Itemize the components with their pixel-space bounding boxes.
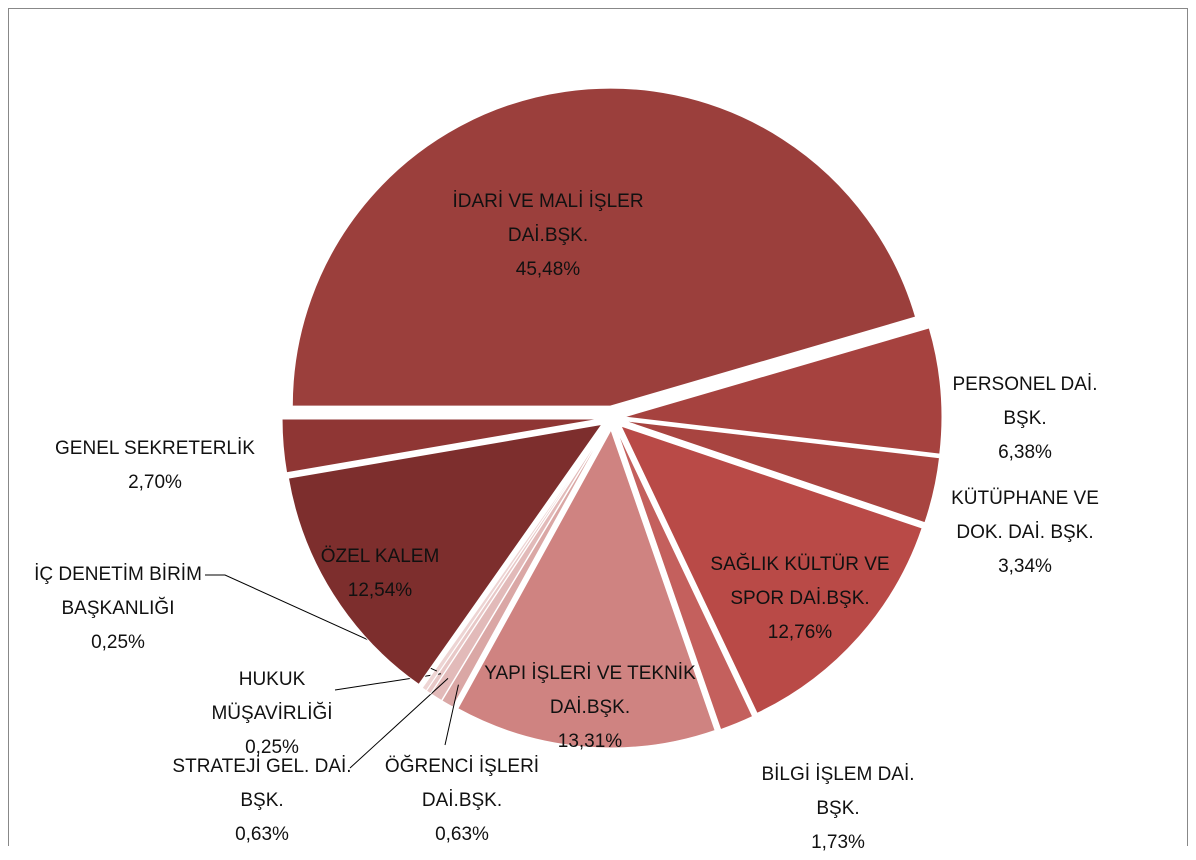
value-label: 6,38% xyxy=(998,442,1052,463)
pie-slice xyxy=(620,425,923,715)
value-label: 0,25% xyxy=(91,632,145,653)
category-label: ÖZEL KALEM xyxy=(320,546,440,567)
slice-label: GENEL SEKRETERLİK 2,70% xyxy=(35,432,275,500)
value-label: 12,54% xyxy=(347,580,413,601)
pie-slice xyxy=(291,87,917,407)
slice-label: İDARİ VE MALİ İŞLER DAİ.BŞK. 45,48% xyxy=(418,185,678,287)
category-label: İDARİ VE MALİ İŞLER DAİ.BŞK. xyxy=(452,191,644,246)
value-label: 13,31% xyxy=(557,731,623,752)
slice-label: SAĞLIK KÜLTÜR VE SPOR DAİ.BŞK. 12,76% xyxy=(690,548,910,650)
pie-slice xyxy=(287,423,603,686)
value-label: 0,63% xyxy=(235,824,289,845)
chart-frame xyxy=(8,8,1188,846)
category-label: PERSONEL DAİ. BŞK. xyxy=(952,374,1098,429)
pie-slice xyxy=(457,428,716,749)
value-label: 12,76% xyxy=(767,622,833,643)
leader-line xyxy=(444,684,459,746)
category-label: GENEL SEKRETERLİK xyxy=(55,438,255,459)
slice-label: BİLGİ İŞLEM DAİ. BŞK. 1,73% xyxy=(738,758,938,860)
pie-slice xyxy=(623,420,941,524)
pie-slice xyxy=(281,418,601,474)
slice-label: STRATEJİ GEL. DAİ. BŞK. 0,63% xyxy=(162,750,362,852)
pie-slice xyxy=(421,427,606,692)
slice-label: PERSONEL DAİ. BŞK. 6,38% xyxy=(935,368,1115,470)
slice-label: ÖĞRENCİ İŞLERİ DAİ.BŞK. 0,63% xyxy=(372,750,552,852)
pie-slice xyxy=(616,428,754,731)
value-label: 3,34% xyxy=(998,556,1052,577)
value-label: 45,48% xyxy=(515,259,581,280)
leader-line xyxy=(349,678,449,769)
category-label: HUKUK MÜŞAVİRLİĞİ xyxy=(211,669,333,724)
category-label: STRATEJİ GEL. DAİ. BŞK. xyxy=(172,756,352,811)
category-label: İÇ DENETİM BİRİM BAŞKANLIĞI xyxy=(34,564,202,619)
category-label: ÖĞRENCİ İŞLERİ DAİ.BŞK. xyxy=(384,756,540,811)
leader-line xyxy=(205,574,438,672)
category-label: SAĞLIK KÜLTÜR VE SPOR DAİ.BŞK. xyxy=(710,554,890,609)
slice-label: ÖZEL KALEM 12,54% xyxy=(280,540,480,608)
slice-label: HUKUK MÜŞAVİRLİĞİ 0,25% xyxy=(202,663,342,765)
value-label: 1,73% xyxy=(811,832,865,853)
slice-label: KÜTÜPHANE VE DOK. DAİ. BŞK. 3,34% xyxy=(940,482,1110,584)
slice-label: YAPI İŞLERİ VE TEKNİK DAİ.BŞK. 13,31% xyxy=(480,657,700,759)
pie-slice xyxy=(623,327,943,455)
slice-label: İÇ DENETİM BİRİM BAŞKANLIĞI 0,25% xyxy=(13,558,223,660)
value-label: 0,25% xyxy=(245,737,299,758)
category-label: KÜTÜPHANE VE DOK. DAİ. BŞK. xyxy=(951,488,1099,543)
category-label: BİLGİ İŞLEM DAİ. BŞK. xyxy=(761,764,915,819)
value-label: 2,70% xyxy=(128,472,182,493)
category-label: YAPI İŞLERİ VE TEKNİK DAİ.BŞK. xyxy=(484,663,696,718)
value-label: 0,63% xyxy=(435,824,489,845)
